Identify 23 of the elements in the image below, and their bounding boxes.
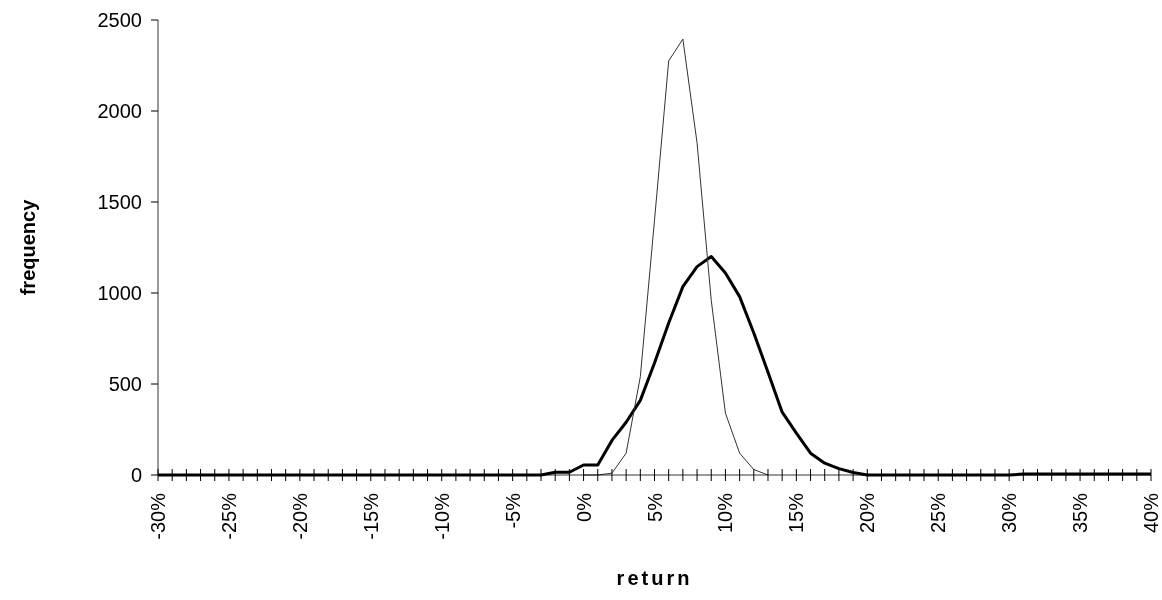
y-tick-label: 2500 bbox=[97, 9, 142, 31]
x-tick-label: -15% bbox=[359, 492, 382, 540]
x-tick-label: -20% bbox=[288, 492, 311, 540]
x-tick-label: 40% bbox=[1140, 492, 1162, 534]
x-tick-label: 25% bbox=[927, 492, 950, 534]
x-tick-label: 30% bbox=[998, 492, 1021, 534]
x-tick-label: -5% bbox=[501, 492, 524, 529]
x-tick-label: -30% bbox=[147, 492, 169, 540]
y-tick-label: 2000 bbox=[97, 100, 142, 122]
x-axis-title: return bbox=[616, 567, 693, 589]
x-tick-label: 0% bbox=[572, 492, 595, 522]
x-tick-label: -25% bbox=[217, 492, 240, 540]
x-tick-label: 15% bbox=[785, 492, 808, 534]
x-tick-label: 20% bbox=[856, 492, 879, 534]
y-axis-title: frequency bbox=[17, 198, 39, 296]
x-tick-label: 5% bbox=[643, 492, 666, 522]
y-tick-label: 500 bbox=[108, 373, 142, 395]
y-tick-label: 1000 bbox=[97, 282, 142, 304]
x-tick-label: 35% bbox=[1069, 492, 1092, 534]
y-tick-label: 1500 bbox=[97, 191, 142, 213]
x-tick-label: -10% bbox=[430, 492, 453, 540]
y-tick-label: 0 bbox=[130, 464, 142, 486]
x-tick-label: 10% bbox=[714, 492, 737, 534]
